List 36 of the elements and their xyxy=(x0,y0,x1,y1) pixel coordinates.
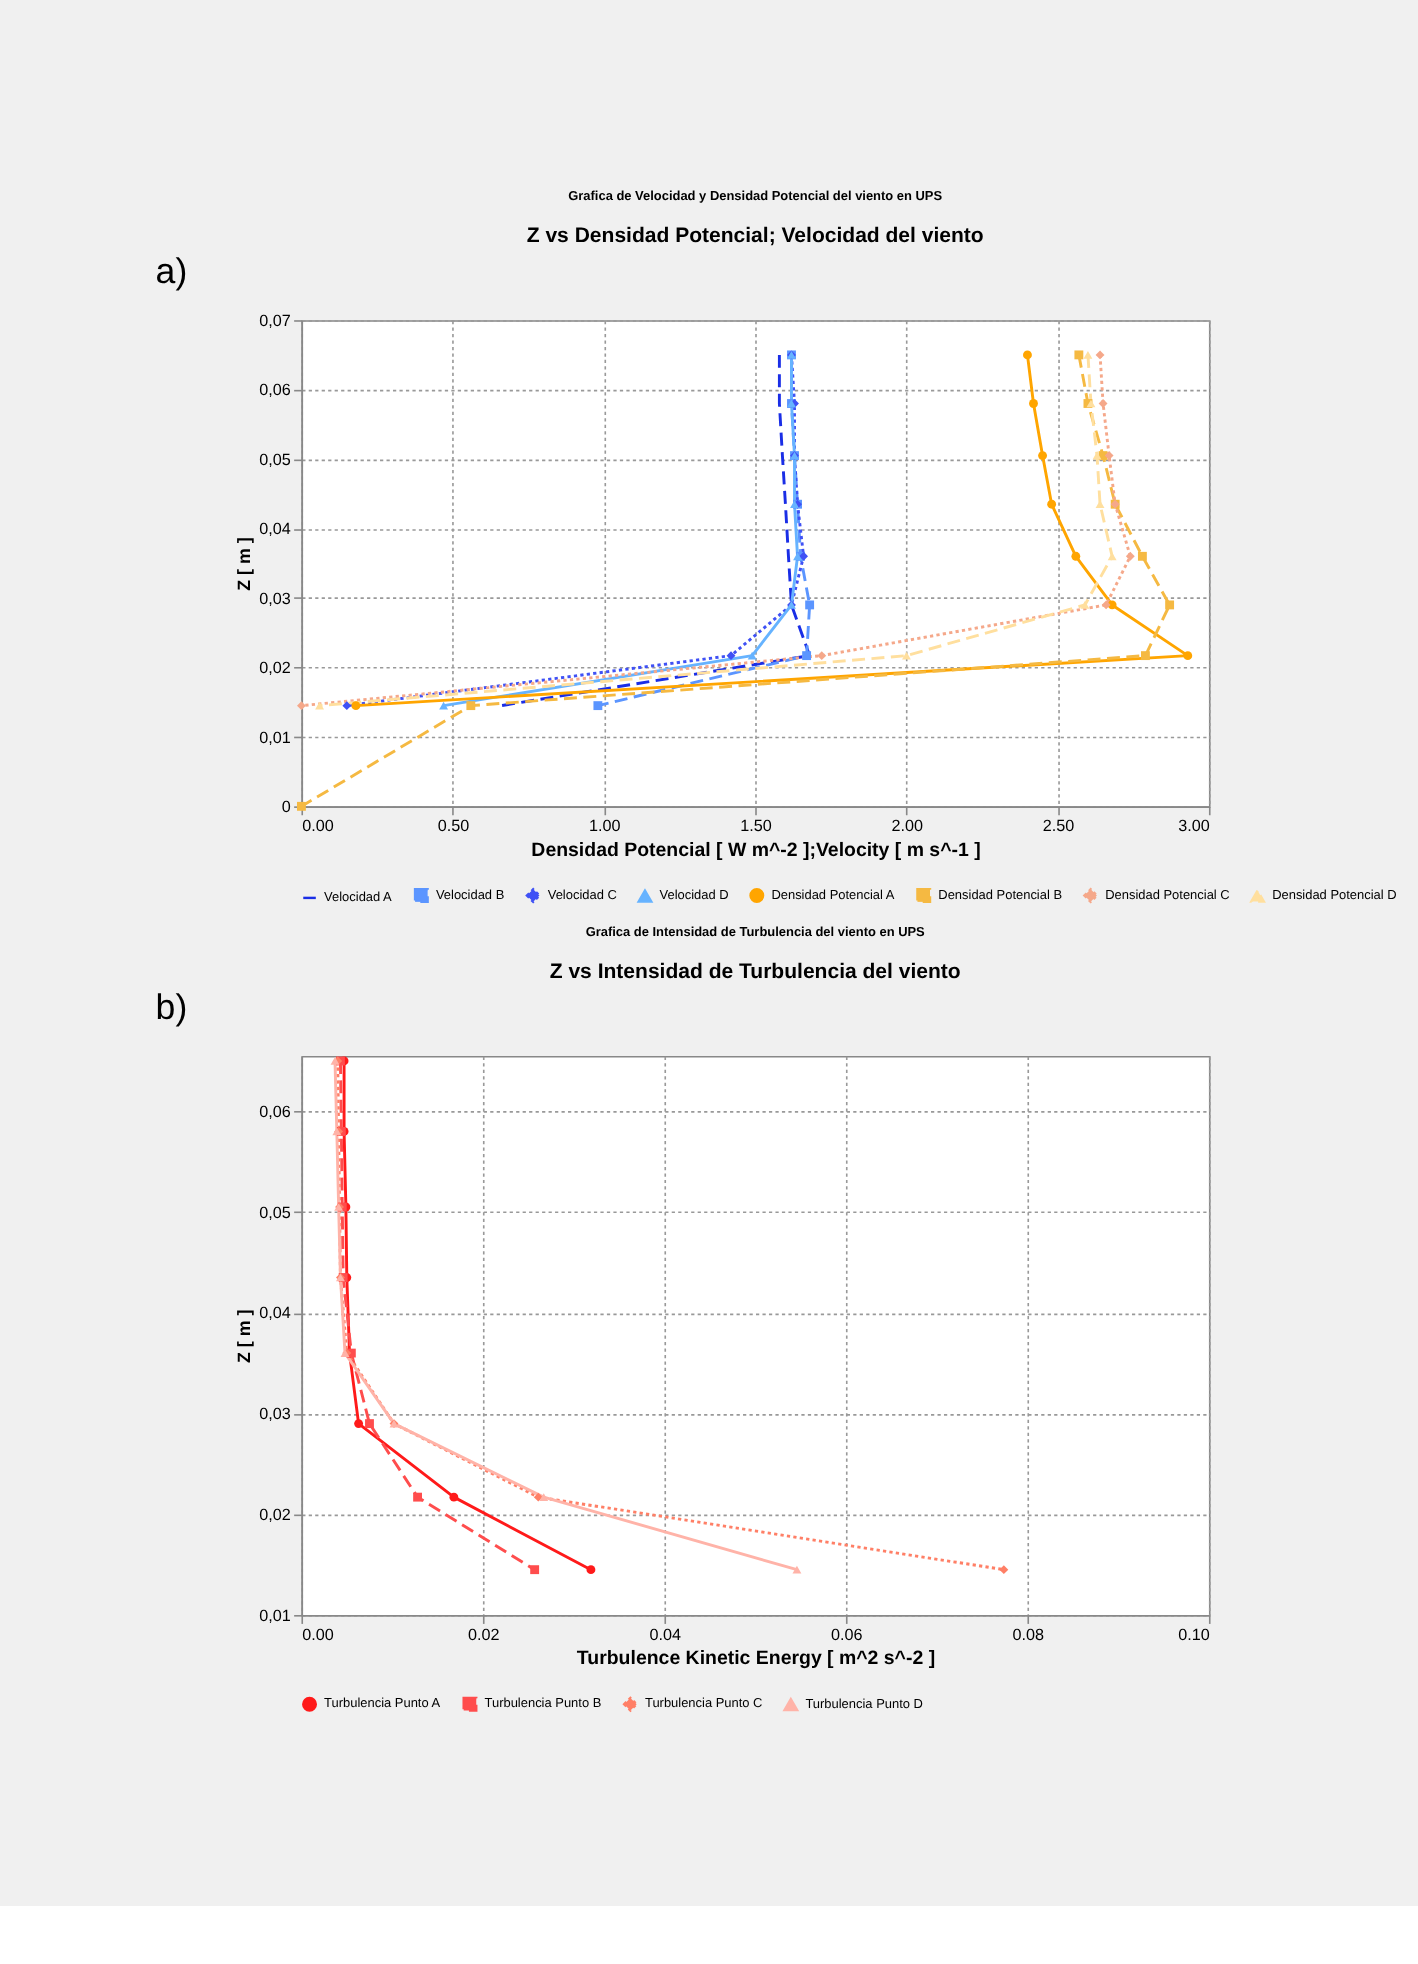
x-tick-label: 1.50 xyxy=(740,817,773,836)
x-tick-label: 0.00 xyxy=(302,1626,335,1645)
y-tick-label: 0,03 xyxy=(259,1405,292,1424)
x-tick-label: 0.10 xyxy=(1178,1626,1211,1645)
y-tick-label: 0,06 xyxy=(259,381,292,400)
x-axis-title: Turbulence Kinetic Energy [ m^2 s^-2 ] xyxy=(576,1648,936,1671)
text: b) xyxy=(155,986,188,1027)
x-tick-label: 0.08 xyxy=(1012,1626,1045,1645)
y-tick-label: 0,04 xyxy=(259,1304,292,1323)
x-tick-label: 0.02 xyxy=(467,1626,501,1645)
x-tick-label: 0.04 xyxy=(649,1626,682,1645)
y-tick-label: 0,02 xyxy=(259,659,292,678)
y-axis-title: Z [ m ] xyxy=(233,1309,254,1363)
x-axis-title: Densidad Potencial [ W m^-2 ];Velocity [ m s^-1 ] xyxy=(531,839,981,862)
y-axis-title: Z [ m ] xyxy=(233,537,254,591)
y-tick-label: 0,01 xyxy=(259,728,292,747)
line-series xyxy=(499,353,812,708)
x-tick-label: 0.00 xyxy=(302,817,335,836)
y-tick-label: 0,05 xyxy=(259,450,292,469)
x-tick-label: 2.00 xyxy=(891,817,924,836)
text: a) xyxy=(155,250,188,291)
x-tick-label: 0.50 xyxy=(437,817,471,836)
y-tick-label: 0,04 xyxy=(259,520,292,539)
chart-subtitle: Z vs Densidad Potencial; Velocidad del viento xyxy=(526,224,985,249)
y-tick-label: 0,02 xyxy=(259,1505,292,1524)
y-tick-label: 0,06 xyxy=(259,1102,292,1121)
chart-subtitle: Z vs Intensidad de Turbulencia del viento xyxy=(549,960,962,985)
x-tick-label: 1.00 xyxy=(588,817,622,836)
y-tick-label: 0,07 xyxy=(259,311,292,330)
y-tick-label: 0,05 xyxy=(259,1203,292,1222)
x-tick-label: 2.50 xyxy=(1042,817,1076,836)
y-tick-label: 0,01 xyxy=(259,1606,292,1625)
x-tick-label: 3.00 xyxy=(1178,817,1211,836)
x-tick-label: 0.06 xyxy=(830,1626,864,1645)
y-tick-label: 0,03 xyxy=(259,589,292,608)
y-tick-label: 0 xyxy=(281,798,292,817)
